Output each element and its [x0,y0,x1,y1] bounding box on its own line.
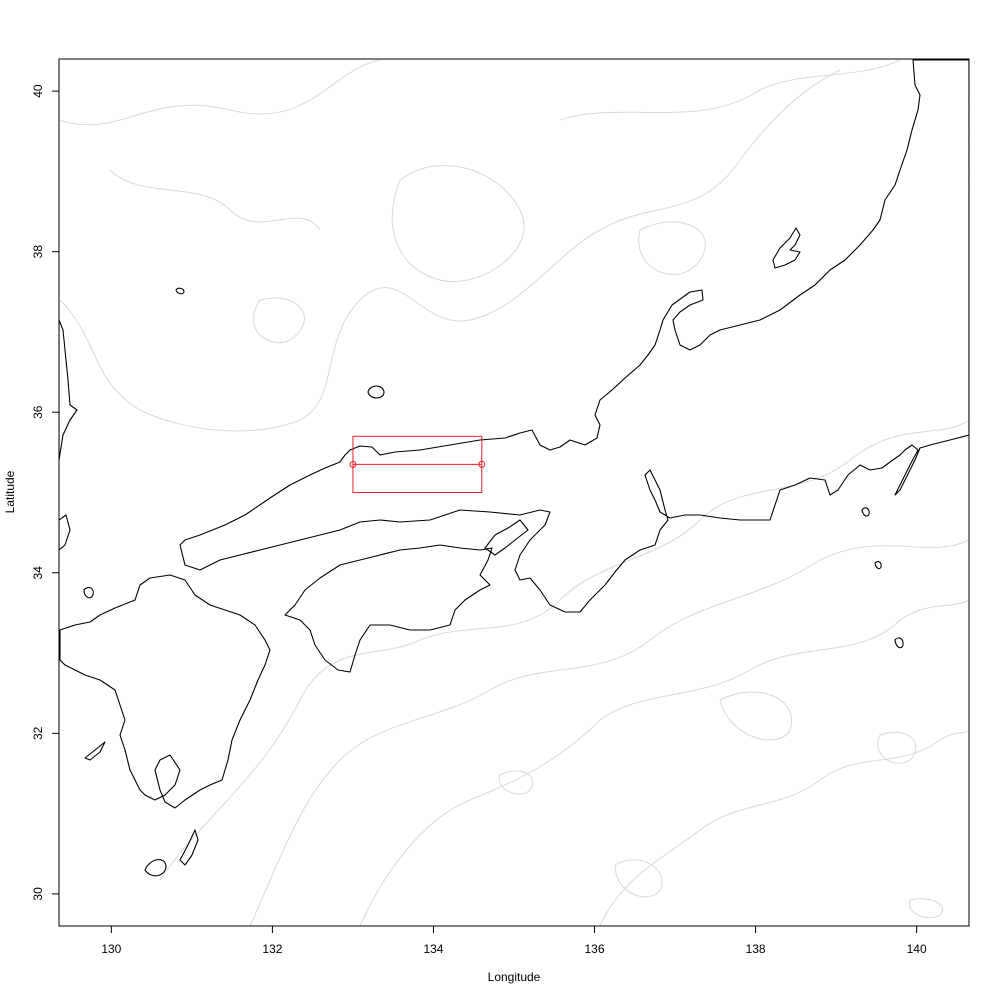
x-tick-label: 134 [423,942,443,956]
island-miyake [861,507,870,517]
y-tick-label: 30 [31,887,45,901]
tanegashima-coastline [179,829,199,866]
contour-line [877,731,917,764]
contour-line [614,859,663,898]
y-axis: 30 32 34 36 38 40 [31,84,59,901]
contour-line [908,898,943,919]
coastline [59,59,969,877]
contour-line [359,599,969,926]
y-tick-label: 38 [31,245,45,259]
y-tick-label: 36 [31,405,45,419]
contour-line [59,69,841,432]
transect-start-point [349,460,357,468]
contour-line [638,221,706,275]
map-plot-area [59,59,969,926]
honshu-coastline [179,59,969,613]
tsushima-coastline [59,514,71,551]
y-tick-label: 40 [31,84,45,98]
yakushima-coastline [144,859,167,877]
contour-line [159,419,969,881]
contour-line [559,59,901,121]
x-tick-label: 132 [262,942,282,956]
x-tick-label: 138 [746,942,766,956]
awaji-coastline [484,519,529,556]
island-koshiki [84,741,106,761]
contour-line [498,770,533,795]
oki-coastline [367,385,385,399]
contour-line [109,169,321,231]
contour-line [719,691,792,741]
selection-overlay [349,435,486,493]
island-hachijo [894,637,904,649]
korea-coastline [59,319,78,461]
island-tiny [175,287,185,295]
x-tick-label: 140 [907,942,927,956]
y-tick-label: 34 [31,566,45,580]
shikoku-coastline [284,544,493,673]
island-goto [83,586,94,599]
contour-line [249,539,969,926]
transect-end-point [478,460,486,468]
bathymetry-contours [59,59,969,926]
island-small [874,561,882,570]
sado-coastline [772,227,801,269]
contour-line [391,165,525,282]
contour-line [253,297,305,344]
contour-line [59,59,381,126]
x-axis-title: Longitude [488,970,541,984]
y-axis-title: Latitude [3,470,17,513]
x-axis: 130 132 134 136 138 140 [101,926,927,956]
x-tick-label: 130 [101,942,121,956]
y-tick-label: 32 [31,726,45,740]
contour-line [599,729,969,926]
kyushu-coastline [59,574,271,809]
x-tick-label: 136 [585,942,605,956]
plot-frame [58,58,970,927]
